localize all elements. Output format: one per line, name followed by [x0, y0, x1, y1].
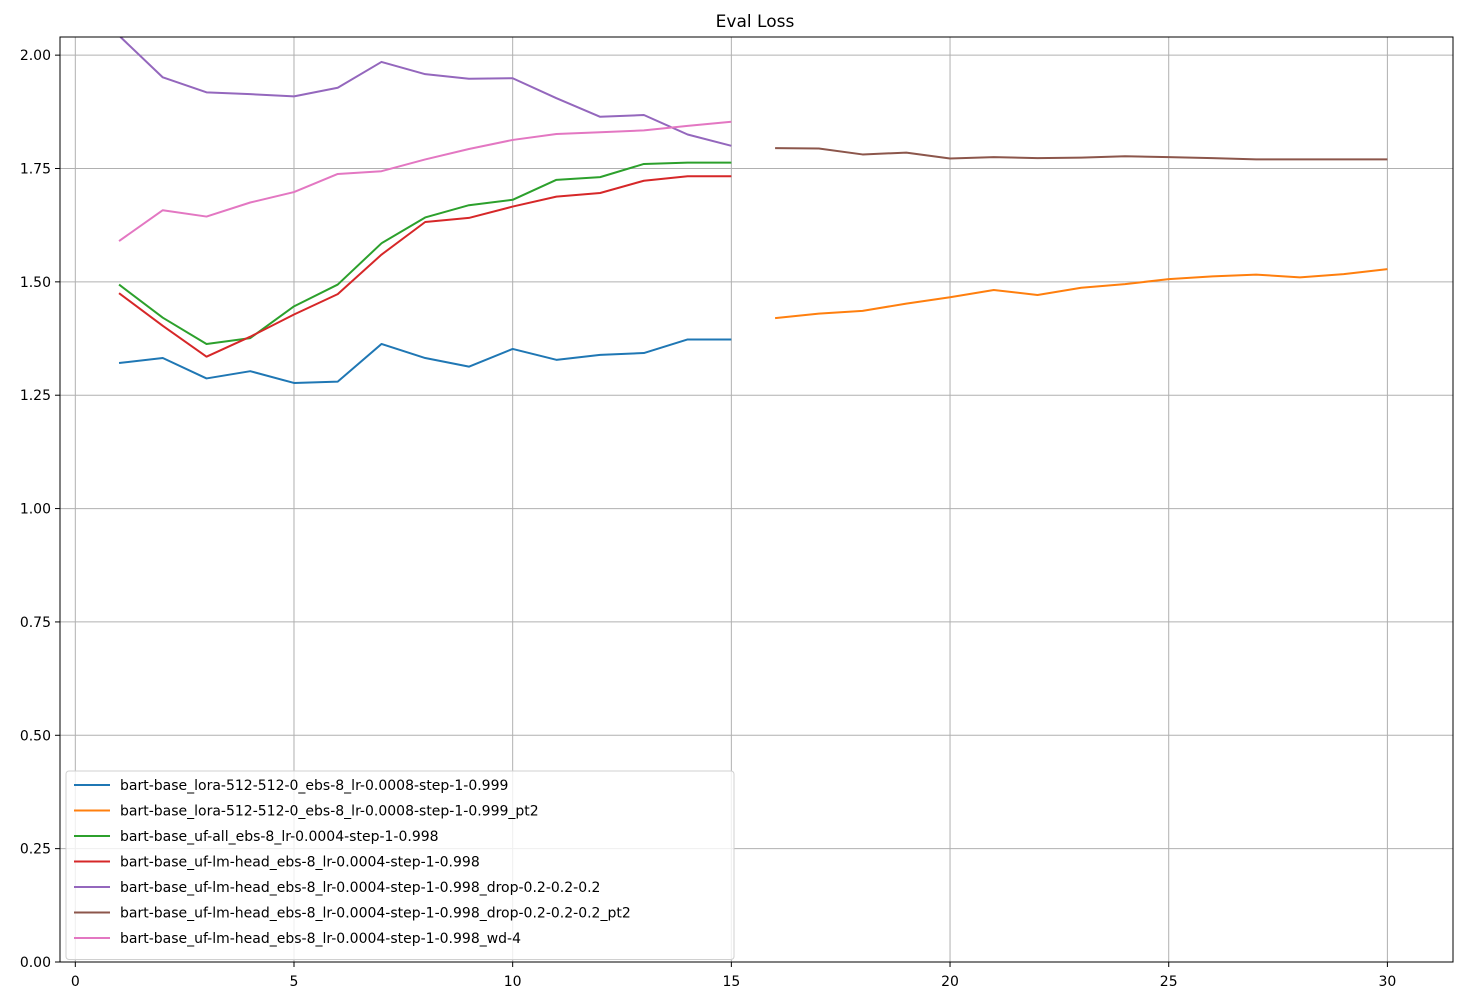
chart-title: Eval Loss: [716, 12, 795, 32]
series-line-3: [118, 161, 732, 345]
y-tick-label: 0.25: [20, 842, 51, 858]
y-axis-ticks: 0.00 0.25 0.50 0.75 1.00 1.25 1.50 1.75 2.00: [20, 48, 60, 971]
plot-frame: [59, 36, 1454, 963]
legend-label: bart-base_uf-all_ebs-8_lr-0.0004-step-1-…: [120, 829, 439, 845]
series-line-1: [118, 338, 732, 384]
series-line-2: [774, 268, 1388, 320]
legend-label: bart-base_lora-512-512-0_ebs-8_lr-0.0008…: [120, 778, 508, 794]
y-tick-label: 1.75: [20, 161, 51, 177]
y-tick-label: 0.50: [20, 728, 51, 744]
legend-label: bart-base_uf-lm-head_ebs-8_lr-0.0004-ste…: [120, 906, 631, 922]
x-tick-label: 20: [941, 974, 959, 990]
y-tick-label: 1.00: [20, 502, 51, 518]
y-tick-label: 0.75: [20, 615, 51, 631]
x-axis-ticks: 0 5 10 15 20 25 30: [71, 962, 1396, 990]
legend-label: bart-base_lora-512-512-0_ebs-8_lr-0.0008…: [120, 804, 539, 820]
y-tick-label: 1.50: [20, 275, 51, 291]
legend-label: bart-base_uf-lm-head_ebs-8_lr-0.0004-ste…: [120, 931, 521, 947]
plot-lines: [118, 37, 1388, 384]
series-line-6: [775, 147, 1388, 161]
legend: bart-base_lora-512-512-0_ebs-8_lr-0.0008…: [65, 770, 735, 960]
legend-label: bart-base_uf-lm-head_ebs-8_lr-0.0004-ste…: [120, 855, 480, 871]
series-line-4: [118, 175, 732, 358]
x-tick-label: 15: [722, 974, 740, 990]
legend-label: bart-base_uf-lm-head_ebs-8_lr-0.0004-ste…: [120, 880, 600, 896]
legend-box: [65, 770, 735, 960]
y-tick-label: 1.25: [20, 388, 51, 404]
x-tick-label: 30: [1378, 974, 1396, 990]
y-tick-label: 2.00: [20, 48, 51, 64]
x-tick-label: 5: [290, 974, 299, 990]
x-tick-label: 25: [1160, 974, 1178, 990]
grid: [60, 37, 1453, 963]
series-line-5: [119, 37, 732, 147]
x-tick-label: 0: [71, 974, 80, 990]
y-tick-label: 0.00: [20, 955, 51, 971]
x-tick-label: 10: [504, 974, 522, 990]
series-line-7: [118, 120, 732, 242]
